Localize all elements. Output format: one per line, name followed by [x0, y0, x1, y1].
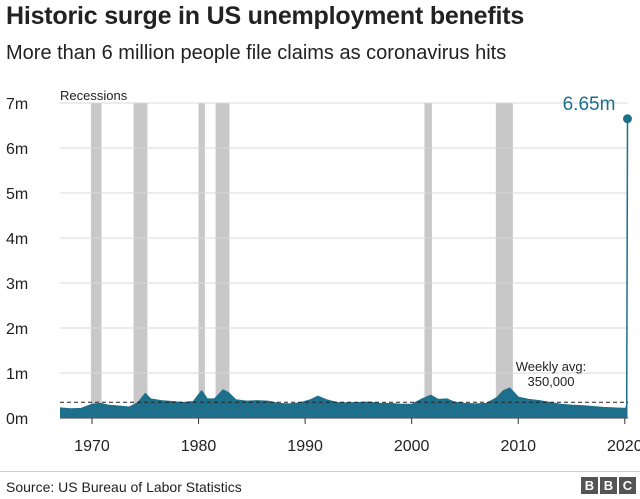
- logo-letter: B: [600, 477, 617, 494]
- recession-band: [133, 103, 148, 418]
- chart-subtitle: More than 6 million people file claims a…: [6, 42, 507, 64]
- y-axis: 0m 1m 2m 3m 4m 5m 6m 7m: [6, 96, 28, 428]
- recession-band: [495, 103, 513, 418]
- footer-divider: [0, 471, 640, 472]
- bbc-logo: B B C: [581, 477, 636, 494]
- recession-band: [424, 103, 432, 418]
- x-tick-label: 2000: [394, 438, 430, 455]
- recession-band: [198, 103, 205, 418]
- y-tick-label: 7m: [6, 96, 28, 113]
- recession-band: [215, 103, 230, 418]
- chart-plot: 0m 1m 2m 3m 4m 5m 6m 7m 1970 1980 1990 2000 2010 202…: [6, 88, 640, 455]
- average-value-label: 350,000: [528, 374, 575, 389]
- recession-bands: [90, 103, 513, 418]
- chart-title: Historic surge in US unemployment benefi…: [6, 2, 525, 30]
- logo-letter: B: [581, 477, 598, 494]
- y-tick-label: 5m: [6, 186, 28, 203]
- recession-band: [90, 103, 102, 418]
- peak-point: [622, 114, 632, 124]
- x-tick-label: 2020: [607, 438, 640, 455]
- recessions-label: Recessions: [60, 88, 128, 103]
- y-tick-label: 6m: [6, 141, 28, 158]
- source-note: Source: US Bureau of Labor Statistics: [6, 479, 242, 495]
- x-tick-label: 2010: [500, 438, 536, 455]
- x-tick-label: 1990: [287, 438, 323, 455]
- y-tick-label: 0m: [6, 411, 28, 428]
- annotations: Recessions 6.65m Weekly avg:350,000: [60, 88, 615, 389]
- y-tick-label: 1m: [6, 366, 28, 383]
- x-tick-label: 1980: [181, 438, 217, 455]
- x-axis: 1970 1980 1990 2000 2010 2020: [74, 418, 640, 455]
- x-tick-label: 1970: [74, 438, 110, 455]
- average-label: Weekly avg:: [516, 359, 587, 374]
- peak-value-label: 6.65m: [563, 94, 616, 115]
- y-tick-label: 2m: [6, 321, 28, 338]
- y-tick-label: 4m: [6, 231, 28, 248]
- logo-letter: C: [619, 477, 636, 494]
- y-tick-label: 3m: [6, 276, 28, 293]
